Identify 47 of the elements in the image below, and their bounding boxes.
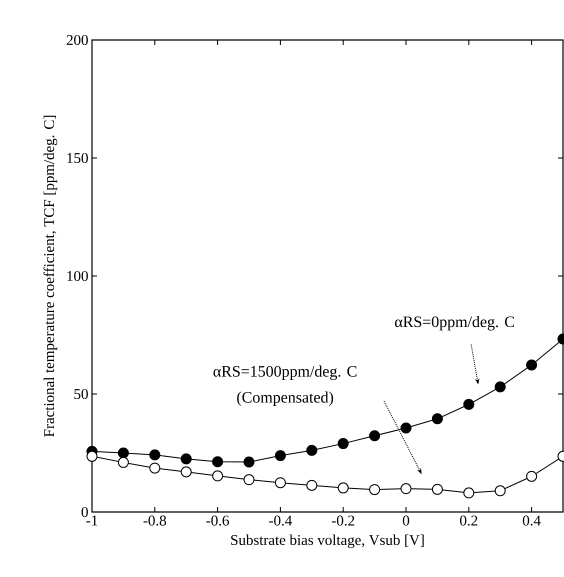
annotation: αRS=0ppm/deg. C xyxy=(395,316,514,330)
x-axis-title: Substrate bias voltage, Vsub [V] xyxy=(231,534,424,548)
point xyxy=(212,470,224,482)
y-tick-label: 100 xyxy=(67,270,88,282)
y-axis-title: Fractional temperature coefficient, TCF [ppm/deg. C] xyxy=(43,116,58,437)
point xyxy=(463,398,474,410)
point xyxy=(180,453,192,464)
annotation: (Compensated) xyxy=(237,391,334,406)
point xyxy=(526,470,538,482)
x-tick-label: 0.2 xyxy=(460,516,478,526)
point xyxy=(306,480,318,491)
x-tick-label: -0.2 xyxy=(332,516,354,526)
point xyxy=(494,485,506,496)
point xyxy=(526,359,538,370)
point xyxy=(463,487,474,498)
point xyxy=(274,477,286,488)
point xyxy=(400,483,412,494)
y-tick-label: 0 xyxy=(82,506,88,518)
point xyxy=(86,450,98,462)
x-tick-label: -1 xyxy=(86,516,98,526)
point xyxy=(149,449,160,460)
x-tick-label: 0.4 xyxy=(522,516,541,526)
point xyxy=(369,430,380,442)
point xyxy=(244,474,255,486)
point xyxy=(118,448,129,458)
point xyxy=(149,462,160,474)
point xyxy=(306,444,318,456)
x-tick-label: -0.4 xyxy=(269,516,292,526)
x-tick-label: -0.8 xyxy=(144,516,166,526)
point xyxy=(244,456,255,468)
point xyxy=(118,456,129,468)
point xyxy=(400,422,412,434)
annotation: αRS=1500ppm/deg. C xyxy=(214,366,356,380)
point xyxy=(494,381,506,392)
point xyxy=(180,466,192,478)
point xyxy=(432,484,443,495)
x-tick-label: 0 xyxy=(402,516,410,526)
point xyxy=(274,450,286,462)
point xyxy=(212,456,224,468)
y-tick-label: 200 xyxy=(66,34,88,46)
point xyxy=(369,484,380,496)
point xyxy=(432,413,443,424)
point xyxy=(338,438,349,450)
y-tick-label: 150 xyxy=(67,152,88,164)
y-tick-label: 50 xyxy=(74,388,88,400)
x-tick-label: -0.6 xyxy=(206,516,229,526)
point xyxy=(338,482,349,494)
